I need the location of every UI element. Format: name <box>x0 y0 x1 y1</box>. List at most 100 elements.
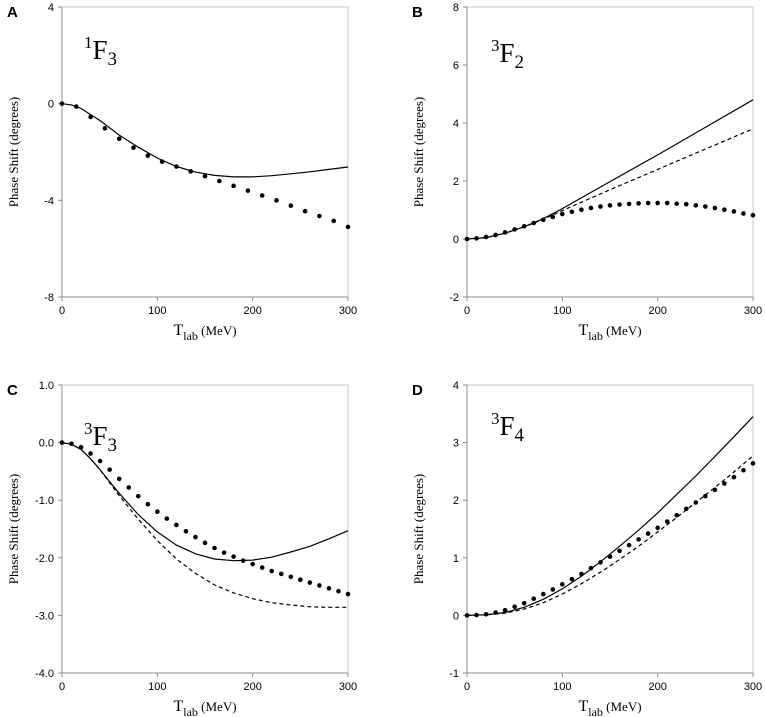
panel-c-data-point <box>259 565 265 570</box>
panel-d-data-point <box>607 554 613 559</box>
panel-d-data-point <box>521 601 527 606</box>
panel-d-data-point <box>664 519 670 524</box>
panel-d-y-tick-label: 2 <box>453 495 459 507</box>
panel-c-data-point <box>155 509 160 515</box>
panel-b-dashed-curve <box>466 128 754 240</box>
panel-c-data-point <box>269 568 275 574</box>
panel-d-x-tick-label: 0 <box>464 681 470 693</box>
panel-d-pw-sub: 4 <box>515 425 525 446</box>
panel-c-data-point <box>307 580 313 585</box>
panel-d-y-tick-label: 1 <box>453 553 459 565</box>
panel-d-data-point <box>569 576 575 582</box>
panel-a-data-point <box>116 136 122 142</box>
panel-c-x-tick-label: 0 <box>59 681 65 693</box>
panel-b-x-tick-label: 100 <box>553 305 571 317</box>
panel-b-solid-curve <box>466 99 754 240</box>
panel-d-partial-wave-label: 3F4 <box>491 409 525 446</box>
panel-b-data-point <box>502 230 508 235</box>
panel-b-y-tick-label: -2 <box>449 292 459 304</box>
panel-d-y-tick-label: 0 <box>453 610 459 622</box>
panel-b-data-point <box>741 211 746 216</box>
panel-d-data-point <box>703 493 708 499</box>
panel-d-y-tick-label: 4 <box>453 380 459 392</box>
panel-d-data-point <box>474 612 479 618</box>
panel-c-y-tick-label: -1.0 <box>35 495 54 507</box>
panel-b-data-point <box>579 207 584 213</box>
panel-d-data-point <box>636 537 641 542</box>
panel-a-y-tick-label: -8 <box>44 292 54 304</box>
panel-a-data-point <box>331 218 337 224</box>
panel-c-x-label-sub: lab <box>183 705 198 717</box>
panel-b-pw-sup: 3 <box>491 36 500 55</box>
panel-b-y-axis-label: Phase Shift (degrees) <box>411 97 426 207</box>
panel-b-y-tick-label: 0 <box>453 234 459 246</box>
panel-c-y-tick-label: 0.0 <box>39 438 54 450</box>
panel-d-y-axis-label: Phase Shift (degrees) <box>411 474 426 584</box>
panel-c-solid-curve <box>61 442 349 562</box>
panel-a-data-point <box>288 203 294 208</box>
panel-a-data-points <box>59 101 351 230</box>
panel-c-x-label-main: T <box>173 698 183 715</box>
panel-c-data-point <box>298 577 303 582</box>
panel-d-dashed-curve <box>466 455 754 616</box>
panel-c-data-point <box>183 529 189 534</box>
panel-a-y-tick-label: -4 <box>44 195 54 207</box>
panel-c-data-points <box>59 440 351 597</box>
panel-a-x-tick-label: 300 <box>339 305 357 317</box>
panel-d-data-point <box>645 531 651 536</box>
panel-b-data-point <box>493 232 498 238</box>
panel-b-data-point <box>569 209 575 215</box>
panel-b-data-point <box>588 205 594 211</box>
panel-b-data-point <box>655 200 660 206</box>
panel-a-pw-main: F <box>93 35 108 65</box>
panel-b-y-tick-label: 2 <box>453 176 459 188</box>
panel-d-data-point <box>550 587 556 592</box>
panel-c-pw-sup: 3 <box>84 419 93 438</box>
panel-d-data-point <box>588 565 594 571</box>
panel-d-data-point <box>683 506 689 512</box>
panel-a-data-point <box>131 145 136 150</box>
panel-a-letter: A <box>7 4 18 21</box>
panel-c-partial-wave-label: 3F3 <box>84 419 117 456</box>
panel-d-data-point <box>512 604 517 610</box>
panel-a-data-point <box>88 114 93 120</box>
panel-c: -4.0 -3.0 -2.0 -1.0 0.0 1.0 0 100 200 300 Phase Sh… <box>6 380 357 717</box>
panel-d-solid-curve <box>466 416 754 616</box>
panel-c-data-point <box>97 458 103 464</box>
panel-b-data-point <box>664 200 670 206</box>
panel-d-data-point <box>531 596 537 601</box>
panel-b-data-point <box>693 203 699 208</box>
panel-b-data-point <box>483 234 489 240</box>
panel-a-partial-wave-label: 1F3 <box>84 33 117 70</box>
panel-d-x-axis-label: Tlab (MeV) <box>578 698 641 717</box>
panel-c-y-tick-label: -3.0 <box>35 610 54 622</box>
panel-d-x-label-unit: (MeV) <box>603 699 642 714</box>
panel-c-data-point <box>278 571 284 577</box>
panel-a-data-point <box>59 101 65 106</box>
panel-b-data-point <box>645 200 651 206</box>
panel-a-x-label-main: T <box>173 322 183 339</box>
panel-c-data-point <box>78 444 84 450</box>
panel-c-data-point <box>59 440 65 445</box>
panel-c-y-tick-label: 1.0 <box>39 380 54 392</box>
panel-c-letter: C <box>7 382 18 399</box>
panel-b-data-point <box>626 201 632 207</box>
panel-a-data-point <box>317 213 322 219</box>
panel-d-data-point <box>617 548 622 554</box>
panel-c-x-tick-label: 300 <box>339 681 357 693</box>
panel-b-data-point <box>474 236 479 241</box>
panel-b-data-points <box>464 200 756 242</box>
panel-a-data-point <box>259 193 265 198</box>
panel-a-pw-sup: 1 <box>84 33 93 52</box>
panel-b-data-point <box>617 202 622 207</box>
panel-b-data-point <box>540 217 546 223</box>
panel-a-data-point <box>217 178 222 184</box>
panel-d-data-point <box>674 512 680 518</box>
panel-c-pw-main: F <box>93 421 108 451</box>
panel-d-y-tick-label: -1 <box>449 668 459 680</box>
panel-b-data-point <box>560 211 565 217</box>
panel-c-data-point <box>317 583 322 588</box>
panel-b-x-axis-label: Tlab (MeV) <box>578 322 641 343</box>
panel-d-x-label-main: T <box>578 698 588 715</box>
